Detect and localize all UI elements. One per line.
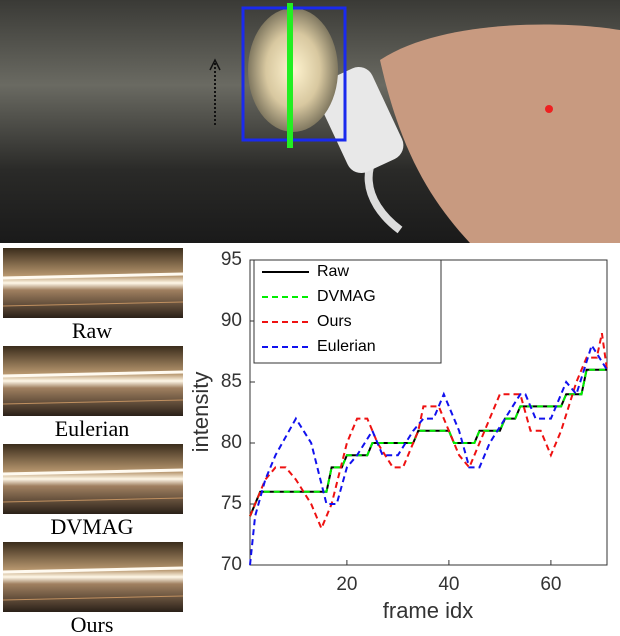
series-line	[249, 332, 608, 531]
motion-arrowhead	[209, 58, 221, 71]
strip-image	[3, 444, 183, 514]
y-tick-label: 70	[221, 554, 242, 575]
x-axis-label: frame idx	[383, 598, 473, 623]
y-tick-label: 85	[221, 371, 242, 392]
strip-image	[3, 346, 183, 416]
strip-edge	[2, 301, 184, 307]
strip-edge	[2, 497, 184, 503]
series-line	[249, 343, 608, 566]
strip-edge	[2, 595, 184, 601]
legend-label: DVMAG	[317, 288, 376, 305]
strip-edge	[2, 399, 184, 405]
strip-highlight	[2, 468, 184, 476]
series-line	[249, 368, 607, 517]
y-axis-label: intensity	[188, 372, 213, 453]
legend-label: Ours	[317, 313, 352, 330]
photo	[0, 0, 620, 244]
scan-line	[287, 3, 293, 148]
y-tick-label: 95	[221, 249, 242, 270]
strip-image	[3, 248, 183, 318]
y-tick-label: 75	[221, 493, 242, 514]
x-tick-label: 40	[438, 574, 459, 595]
series-line	[249, 368, 607, 517]
y-tick-label: 80	[221, 432, 242, 453]
strips: Raw Eulerian DVMAG Ours	[2, 248, 184, 636]
bounding-box	[241, 6, 347, 142]
strip-label: DVMAG	[50, 514, 133, 539]
marker-dot	[545, 105, 553, 113]
strip-highlight	[2, 370, 184, 378]
y-tick-label: 90	[221, 310, 242, 331]
legend-label: Raw	[317, 263, 349, 280]
strip-label: Ours	[71, 612, 114, 636]
hand	[380, 24, 620, 244]
x-tick-label: 20	[336, 574, 357, 595]
legend-label: Eulerian	[317, 338, 376, 355]
socket	[316, 66, 404, 174]
strip-image	[3, 542, 183, 612]
strip-label: Eulerian	[55, 416, 130, 441]
legend-box	[253, 259, 442, 364]
x-tick-label: 60	[540, 574, 561, 595]
strip-highlight	[2, 566, 184, 574]
strip-highlight	[2, 272, 184, 280]
strip-label: Raw	[72, 318, 112, 343]
